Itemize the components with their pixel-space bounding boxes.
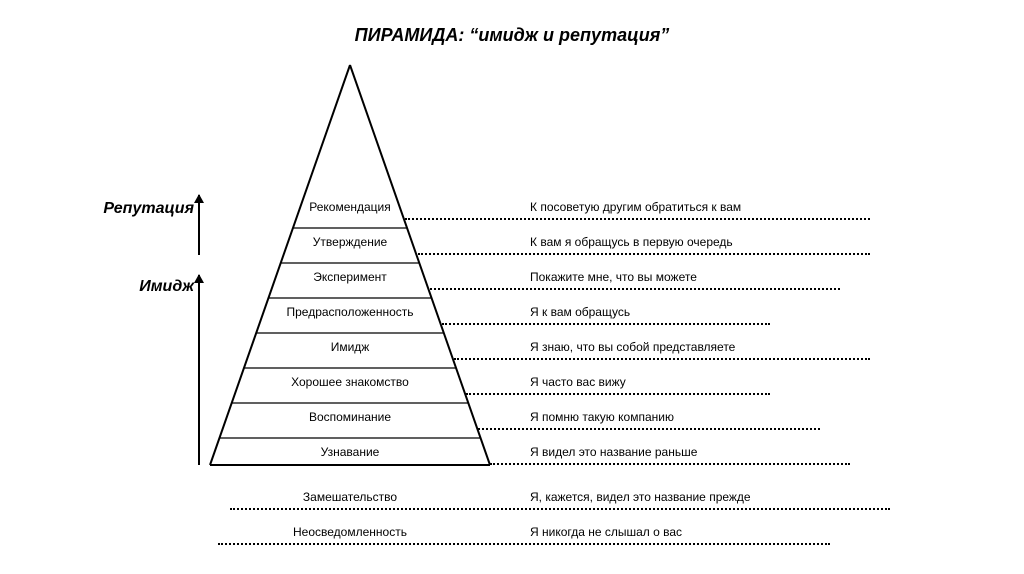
pyramid-level-label: Узнавание xyxy=(200,445,500,459)
pyramid-level-desc: Я видел это название раньше xyxy=(530,445,697,459)
pyramid-level-desc: Я помню такую компанию xyxy=(530,410,674,424)
below-level-desc: Я никогда не слышал о вас xyxy=(530,525,682,539)
pyramid-level-desc: Я к вам обращусь xyxy=(530,305,630,319)
pyramid-level-label: Хорошее знакомство xyxy=(200,375,500,389)
side-label-image: Имидж xyxy=(139,278,194,296)
below-level-label: Неосведомленность xyxy=(200,525,500,539)
leader-dots xyxy=(442,323,770,325)
leader-dots xyxy=(218,543,830,545)
pyramid-level-label: Предрасположенность xyxy=(200,305,500,319)
leader-dots xyxy=(478,428,820,430)
arrow-up-image xyxy=(198,275,200,465)
leader-dots xyxy=(466,393,770,395)
pyramid-level-desc: Я часто вас вижу xyxy=(530,375,626,389)
leader-dots xyxy=(454,358,870,360)
pyramid-level-label: Имидж xyxy=(200,340,500,354)
pyramid-level-label: Воспоминание xyxy=(200,410,500,424)
side-label-reputation: Репутация xyxy=(103,200,194,218)
pyramid-level-desc: К посоветую другим обратиться к вам xyxy=(530,200,741,214)
below-level-label: Замешательство xyxy=(200,490,500,504)
leader-dots xyxy=(418,253,870,255)
diagram-title: ПИРАМИДА: “имидж и репутация” xyxy=(0,25,1024,46)
pyramid-outline xyxy=(200,60,500,470)
leader-dots xyxy=(430,288,840,290)
pyramid-level-desc: Покажите мне, что вы можете xyxy=(530,270,697,284)
pyramid-level-label: Эксперимент xyxy=(200,270,500,284)
diagram-stage: Рекомендация К посоветую другим обратитьс… xyxy=(0,60,1024,500)
arrow-up-reputation xyxy=(198,195,200,255)
leader-dots xyxy=(230,508,890,510)
pyramid-level-desc: К вам я обращусь в первую очередь xyxy=(530,235,733,249)
leader-dots xyxy=(405,218,870,220)
pyramid-level-label: Утверждение xyxy=(200,235,500,249)
leader-dots xyxy=(490,463,850,465)
below-level-desc: Я, кажется, видел это название прежде xyxy=(530,490,751,504)
pyramid-level-label: Рекомендация xyxy=(200,200,500,214)
pyramid-level-desc: Я знаю, что вы собой представляете xyxy=(530,340,735,354)
